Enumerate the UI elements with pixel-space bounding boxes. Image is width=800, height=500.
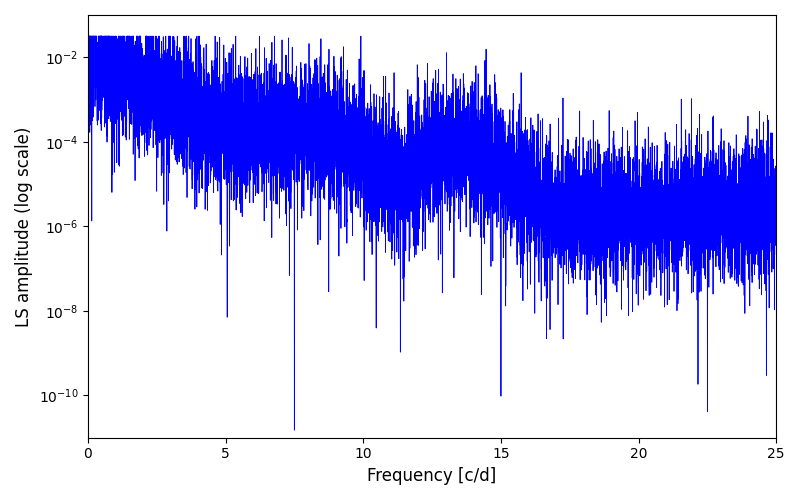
Y-axis label: LS amplitude (log scale): LS amplitude (log scale) bbox=[15, 126, 33, 326]
X-axis label: Frequency [c/d]: Frequency [c/d] bbox=[367, 467, 497, 485]
